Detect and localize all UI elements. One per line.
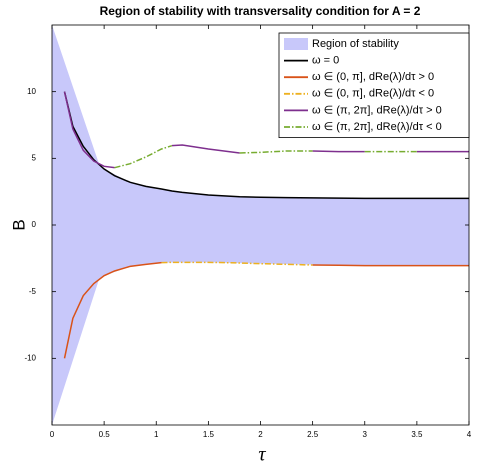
series-line [63,261,469,359]
x-tick-label: 3 [363,430,368,439]
legend-label: ω ∈ (π, 2π], dRe(λ)/dτ > 0 [312,104,442,116]
legend-label: ω ∈ (π, 2π], dRe(λ)/dτ < 0 [312,121,442,133]
x-tick-label: 2.5 [307,430,319,439]
stability-region [52,25,469,425]
series-line [114,144,417,169]
legend-label: ω = 0 [312,55,339,67]
legend-box [278,32,470,138]
y-tick-label: -5 [29,287,37,296]
y-axis-label: B [9,219,28,230]
x-tick-label: 1.5 [203,430,215,439]
y-tick-label: 0 [32,220,37,229]
chart-title: Region of stability with transversality … [100,4,421,18]
series-line [63,91,469,169]
legend-swatch [284,38,308,50]
x-tick-label: 3.5 [411,430,423,439]
y-tick-label: 10 [27,87,36,96]
legend: Region of stability ω = 0 ω ∈ (0, π], dRe(… [278,32,470,138]
y-tick-label: -10 [24,353,36,362]
x-tick-label: 2 [258,430,263,439]
legend-label: Region of stability [312,38,399,50]
legend-label: ω ∈ (0, π], dRe(λ)/dτ > 0 [312,71,434,83]
x-tick-label: 4 [467,430,472,439]
x-axis-label: τ [258,444,266,466]
x-tick-label: 0 [50,430,55,439]
series-line [161,261,313,266]
x-tick-label: 0.5 [99,430,111,439]
y-tick-label: 5 [32,153,37,162]
x-tick-label: 1 [154,430,159,439]
legend-label: ω ∈ (0, π], dRe(λ)/dτ < 0 [312,88,434,100]
